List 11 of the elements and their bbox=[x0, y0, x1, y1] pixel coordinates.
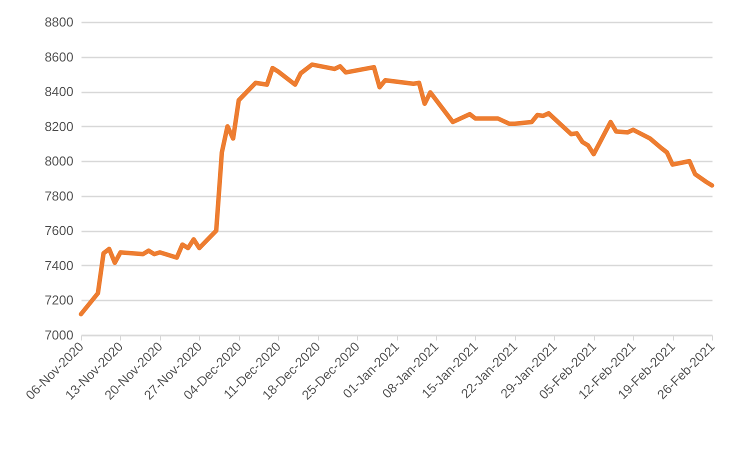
y-tick-label: 8800 bbox=[44, 14, 74, 30]
line-series bbox=[78, 62, 714, 316]
y-tick-label: 8000 bbox=[44, 154, 74, 169]
y-tick-label: 8600 bbox=[44, 49, 74, 64]
y-tick-label: 7200 bbox=[44, 292, 74, 308]
y-tick-label: 7600 bbox=[44, 223, 74, 238]
y-tick-label: 7800 bbox=[44, 188, 74, 204]
y-tick-label: 8200 bbox=[44, 118, 74, 134]
y-tick-label: 8400 bbox=[44, 84, 74, 100]
y-tick-label: 7400 bbox=[44, 258, 74, 273]
y-tick-label: 7000 bbox=[44, 328, 74, 342]
